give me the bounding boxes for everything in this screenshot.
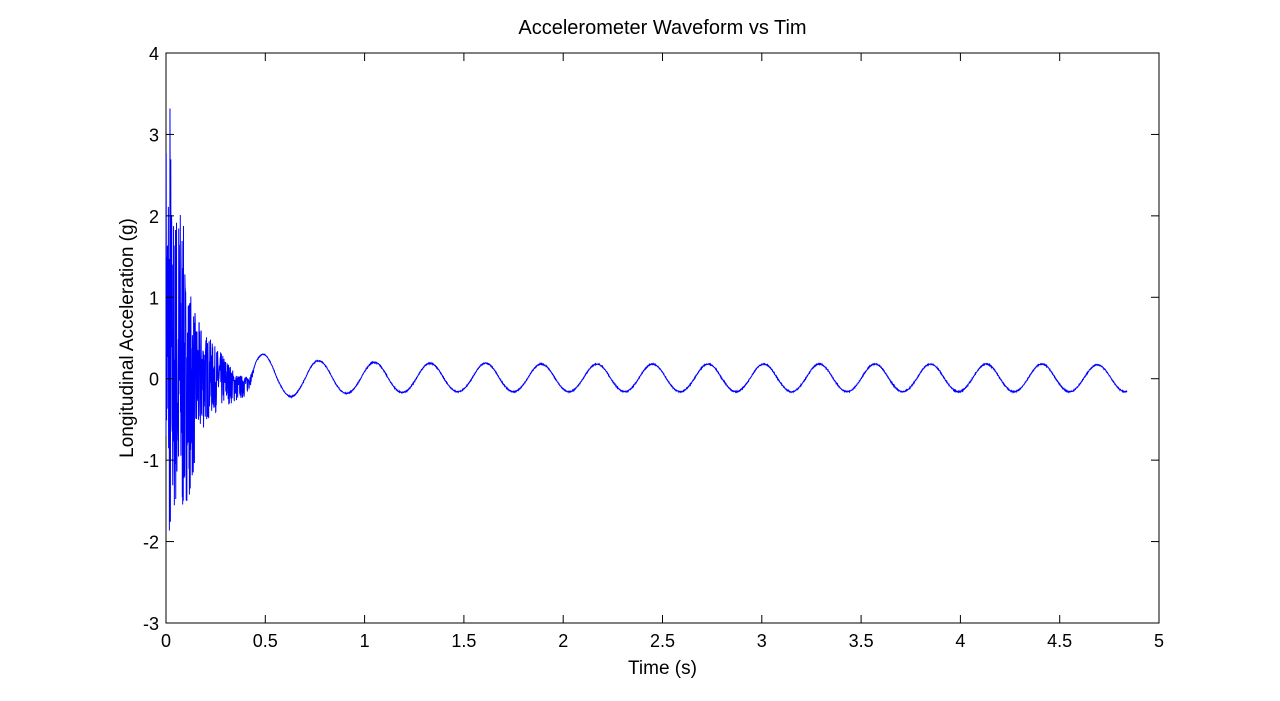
plot-area [165, 52, 1160, 624]
series-line [165, 108, 1128, 531]
x-tick-label: 0 [161, 631, 171, 651]
x-tick-label: 3 [757, 631, 767, 651]
x-tick-label: 2 [558, 631, 568, 651]
y-tick-label: -3 [143, 614, 159, 634]
x-tick-label: 4 [955, 631, 965, 651]
x-tick-label: 1 [360, 631, 370, 651]
y-tick-label: 0 [149, 370, 159, 390]
x-tick-label: 1.5 [451, 631, 476, 651]
x-tick-label: 5 [1154, 631, 1164, 651]
series-layer [165, 108, 1128, 531]
x-tick-label: 2.5 [650, 631, 675, 651]
x-tick-label: 0.5 [253, 631, 278, 651]
y-axis-label: Longitudinal Acceleration (g) [117, 218, 138, 458]
x-axis-label: Time (s) [628, 658, 697, 679]
y-axis-ticks: -3 -2 -1 0 1 2 3 4 [143, 44, 1159, 634]
chart-title: Accelerometer Waveform vs Tim [518, 17, 806, 39]
x-tick-label: 3.5 [849, 631, 874, 651]
y-tick-label: -2 [143, 533, 159, 553]
x-tick-label: 4.5 [1047, 631, 1072, 651]
y-tick-label: 3 [149, 125, 159, 145]
y-tick-label: 1 [149, 288, 159, 308]
plot-frame [165, 52, 1160, 624]
y-tick-label: 2 [149, 207, 159, 227]
x-axis-ticks: 0 0.5 1 1.5 2 2.5 3 3.5 4 4.5 5 [161, 53, 1164, 651]
y-tick-label: 4 [149, 44, 159, 64]
y-tick-label: -1 [143, 451, 159, 471]
